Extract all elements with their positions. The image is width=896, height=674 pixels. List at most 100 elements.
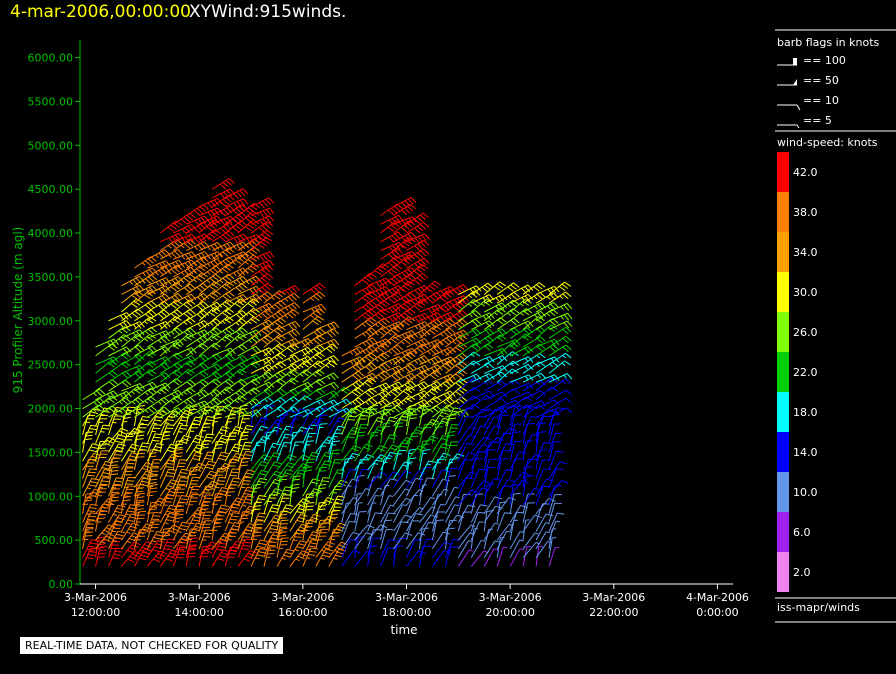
barb-flag <box>87 474 95 477</box>
wind-barb <box>224 432 238 453</box>
wind-barb <box>172 459 187 479</box>
barb-half-flag <box>181 255 185 260</box>
barb-staff <box>444 496 457 515</box>
barb-flag <box>228 291 235 297</box>
barb-flag <box>281 414 289 416</box>
barb-flag <box>426 287 433 293</box>
wind-barb <box>82 431 94 453</box>
barb-flag <box>384 405 392 407</box>
barb-flag <box>277 311 284 318</box>
barb-flag <box>216 548 224 552</box>
barb-half-flag <box>243 431 248 434</box>
barb-half-flag <box>171 393 175 398</box>
barb-staff <box>431 469 443 488</box>
wind-barb <box>108 450 123 471</box>
barb-flag <box>228 178 235 184</box>
barb-flag <box>151 345 158 352</box>
barb-flag <box>149 452 157 455</box>
wind-barb <box>224 203 248 216</box>
barb-flag <box>206 235 213 241</box>
barb-half-flag <box>281 557 286 560</box>
barb-flag <box>396 291 404 298</box>
barb-flag <box>219 200 226 207</box>
wind-barb <box>393 532 413 550</box>
barb-half-flag <box>93 401 98 406</box>
wind-barb <box>341 538 358 558</box>
barb-flag <box>219 490 228 493</box>
barb-flag <box>178 475 186 478</box>
barb-flag <box>290 311 297 317</box>
barb-flag <box>259 211 265 219</box>
barb-flag <box>228 371 235 378</box>
barb-flag <box>440 446 448 450</box>
barb-flag <box>206 226 213 232</box>
barb-flag <box>418 315 424 322</box>
barb-flag <box>391 278 398 284</box>
barb-flag <box>262 210 268 217</box>
barb-flag <box>155 555 163 560</box>
barb-staff <box>444 487 455 506</box>
wind-barb <box>431 408 451 427</box>
barb-flag <box>445 337 453 344</box>
wind-barb <box>224 283 248 295</box>
barb-flag <box>143 526 152 530</box>
barb-flag <box>392 368 398 375</box>
barb-staff <box>406 507 421 523</box>
barb-flag <box>428 438 436 442</box>
wind-barb <box>419 345 443 357</box>
barb-staff <box>406 539 416 558</box>
barb-flag <box>388 246 395 253</box>
barb-flag <box>196 268 203 274</box>
barb-flag <box>131 294 138 300</box>
barb-flag <box>322 554 330 558</box>
wind-barb <box>108 457 119 479</box>
barb-flag <box>88 471 96 474</box>
barb-flag <box>420 295 427 302</box>
barb-flag <box>127 510 135 513</box>
barb-half-flag <box>273 429 278 432</box>
barb-flag <box>153 558 161 563</box>
barb-half-flag <box>144 409 149 414</box>
barb-flag <box>417 332 424 339</box>
barb-flag <box>138 557 147 561</box>
wind-barb <box>250 259 275 271</box>
barb-flag <box>127 462 135 465</box>
barb-flag <box>440 306 447 313</box>
barb-flag <box>319 501 327 504</box>
barb-flag <box>233 477 241 480</box>
barb-flag <box>175 299 183 305</box>
barb-flag <box>90 503 99 506</box>
barb-flag <box>187 268 194 275</box>
barb-flag <box>320 304 327 311</box>
wind-barb <box>185 416 203 436</box>
barb-half-flag <box>101 506 106 509</box>
barb-flag <box>262 254 268 261</box>
barb-flag <box>158 304 165 311</box>
wind-barb <box>147 372 171 383</box>
barb-flag <box>310 547 318 550</box>
barb-flag <box>101 427 110 430</box>
barb-flag <box>382 263 390 269</box>
barb-flag <box>453 299 460 306</box>
wind-barb <box>211 362 235 374</box>
barb-flag <box>267 405 276 407</box>
barb-flag <box>267 229 274 236</box>
barb-flag <box>420 392 427 399</box>
barb-half-flag <box>317 400 321 405</box>
wind-barb <box>393 422 404 444</box>
barb-flag <box>136 334 144 340</box>
barb-flag <box>250 300 257 306</box>
wind-barb <box>419 325 442 339</box>
wind-barb <box>445 284 469 296</box>
barb-flag <box>158 288 165 295</box>
barb-flag <box>453 289 460 296</box>
barb-flag <box>414 237 421 244</box>
barb-flag <box>275 488 283 492</box>
barb-flag <box>416 277 423 283</box>
barb-flag <box>213 525 222 528</box>
barb-staff <box>393 538 400 558</box>
barb-flag <box>188 261 194 268</box>
barb-flag <box>445 398 452 405</box>
barb-half-flag <box>255 548 260 551</box>
barb-flag <box>224 318 232 324</box>
